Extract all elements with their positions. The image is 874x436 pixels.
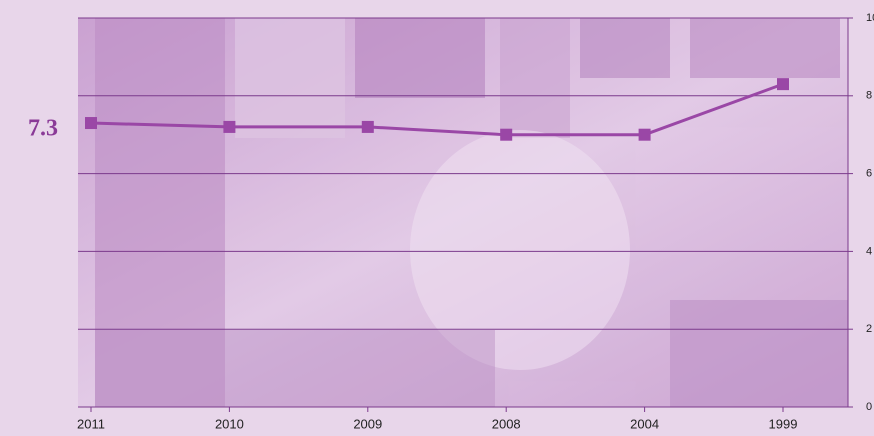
y-tick-label: 2	[866, 323, 872, 335]
y-tick-label: 4	[866, 245, 872, 257]
photo-background	[78, 18, 848, 407]
marker	[777, 78, 789, 91]
marker	[85, 117, 97, 130]
x-tick-label: 2004	[630, 416, 659, 431]
x-tick-label: 2010	[215, 416, 244, 431]
x-tick-label: 1999	[769, 416, 798, 431]
x-tick-label: 2011	[77, 416, 105, 431]
marker	[638, 128, 651, 141]
y-tick-label: 8	[866, 90, 872, 102]
marker	[500, 128, 513, 141]
marker	[361, 120, 374, 133]
y-tick-label: 6	[866, 168, 872, 180]
y-tick-label: 10	[866, 12, 874, 24]
annotation: 7.3	[28, 116, 58, 142]
x-tick-label: 2009	[353, 416, 382, 431]
y-tick-label: 0	[866, 401, 872, 413]
marker	[223, 120, 236, 133]
x-tick-label: 2008	[492, 416, 521, 431]
line	[90, 82, 784, 137]
